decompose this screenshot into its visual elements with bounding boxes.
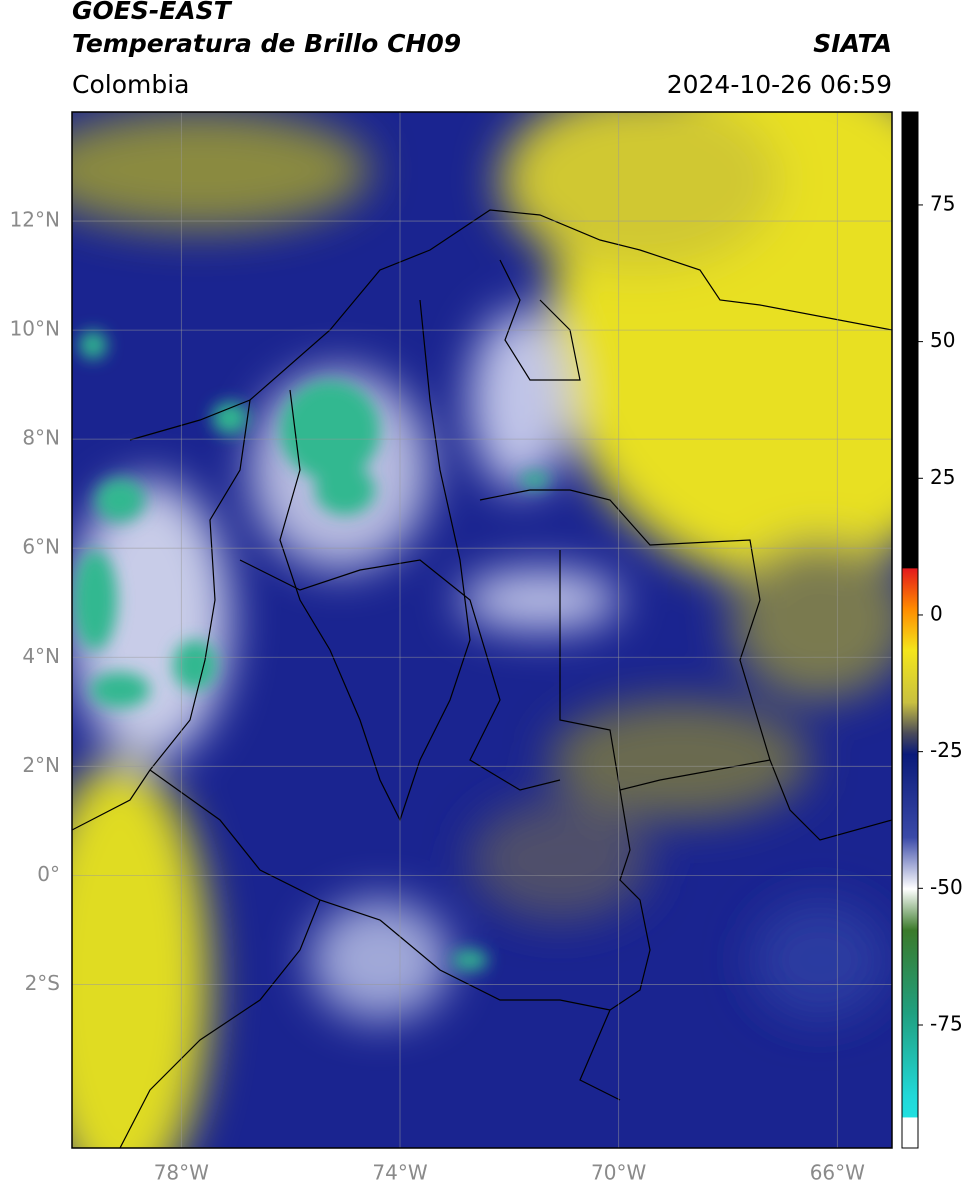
colorbar-tick-label: -25 [930,738,963,762]
x-tick-label: 74°W [372,1161,427,1185]
y-tick-label: 2°N [22,753,60,777]
x-tick-label: 70°W [591,1161,646,1185]
satellite-image [72,112,892,1148]
y-tick-label: 8°N [22,426,60,450]
y-tick-label: 2°S [25,971,60,995]
colorbar-tick-label: 25 [930,465,955,489]
colorbar-tick-label: -50 [930,875,963,899]
y-tick-label: 4°N [22,644,60,668]
colorbar [901,111,919,1149]
y-tick-label: 10°N [10,317,60,341]
colorbar-tick-label: -75 [930,1011,963,1035]
x-tick-label: 78°W [154,1161,209,1185]
map-frame [71,111,893,1149]
x-tick-label: 66°W [810,1161,865,1185]
subtitle: Temperatura de Brillo CH09 [72,29,461,58]
region: Colombia [72,70,189,99]
datetime: 2024-10-26 06:59 [667,70,892,99]
y-tick-label: 12°N [10,208,60,232]
colorbar-tick-label: 0 [930,601,943,625]
agency: SIATA [813,29,892,58]
y-tick-label: 6°N [22,535,60,559]
colorbar-tick-label: 75 [930,191,955,215]
y-tick-label: 0° [37,862,60,886]
colorbar-tick-label: 50 [930,328,955,352]
title: GOES-EAST [72,0,233,25]
